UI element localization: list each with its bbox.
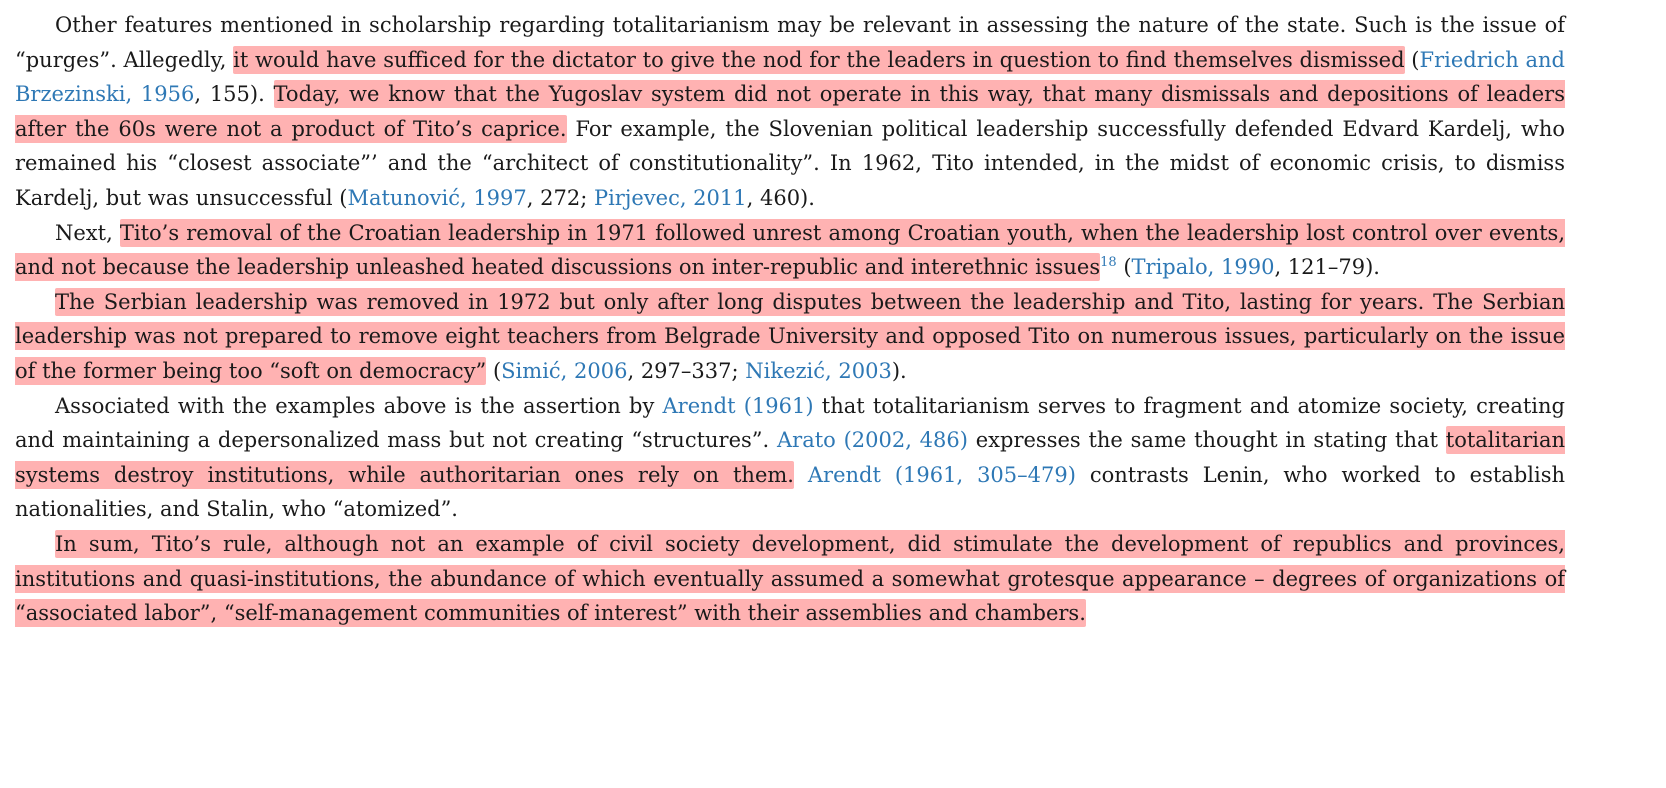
text-span: Next, bbox=[55, 220, 120, 245]
text-span: , 121–79). bbox=[1274, 255, 1380, 280]
citation-link[interactable]: Nikezić, 2003 bbox=[745, 358, 892, 383]
citation-link[interactable]: Matunović, 1997 bbox=[347, 185, 527, 210]
paragraph-summary: In sum, Tito’s rule, although not an exa… bbox=[15, 527, 1565, 631]
citation-link[interactable]: Arato (2002, 486) bbox=[777, 428, 968, 453]
citation-link[interactable]: Arendt (1961) bbox=[662, 393, 814, 418]
text-span: contrasts Lenin, who worked to establish… bbox=[15, 462, 1565, 522]
citation-link[interactable]: Pirjevec, 2011 bbox=[593, 185, 747, 210]
text-span: Other features mentioned in scholarship … bbox=[15, 13, 1565, 72]
footnote-marker[interactable]: 18 bbox=[1100, 255, 1117, 271]
text-span: , 297–337; bbox=[627, 358, 746, 383]
citation-link[interactable]: Simić, 2006 bbox=[501, 358, 628, 383]
text-span: , 460). bbox=[746, 185, 815, 210]
article-body: Other features mentioned in scholarship … bbox=[15, 8, 1565, 631]
text-span: Associated with the examples above is th… bbox=[55, 393, 663, 418]
paragraph-purges: Other features mentioned in scholarship … bbox=[15, 8, 1565, 216]
text-span: , 155). bbox=[194, 82, 274, 107]
text-span: , 272; bbox=[526, 185, 594, 210]
highlight[interactable]: In sum, Tito’s rule, although not an exa… bbox=[15, 531, 1565, 626]
citation-link[interactable]: Friedrich and Brzezinski, 1956 bbox=[15, 47, 1565, 107]
text-span: ( bbox=[1404, 47, 1420, 72]
citation-link[interactable]: Arendt (1961, 305–479) bbox=[807, 462, 1076, 487]
text-span: ). bbox=[891, 358, 907, 383]
text-span: For example, the Slovenian political lea… bbox=[15, 116, 1565, 210]
highlight[interactable]: it would have sufficed for the dictator … bbox=[233, 47, 1405, 72]
text-span: expresses the same thought in stating th… bbox=[967, 428, 1446, 453]
text-span bbox=[794, 463, 808, 487]
text-span: ( bbox=[1116, 255, 1132, 280]
text-span: that totalitarianism serves to fragment … bbox=[15, 393, 1565, 453]
paragraph-serbian-leadership: The Serbian leadership was removed in 19… bbox=[15, 285, 1565, 389]
text-span: ( bbox=[486, 358, 502, 383]
paragraph-arendt: Associated with the examples above is th… bbox=[15, 389, 1565, 527]
citation-link[interactable]: Tripalo, 1990 bbox=[1131, 255, 1275, 280]
paragraph-croatian-leadership: Next, Tito’s removal of the Croatian lea… bbox=[15, 216, 1565, 285]
